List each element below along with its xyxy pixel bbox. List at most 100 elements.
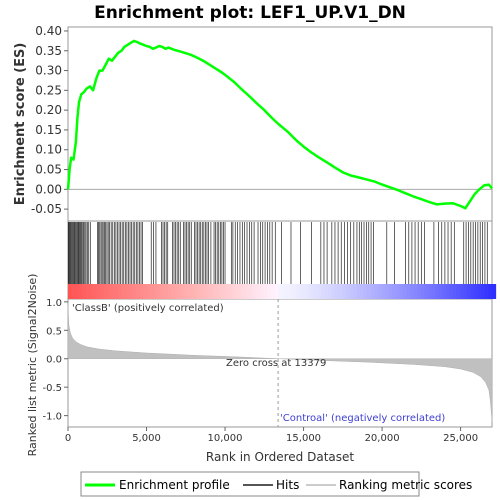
es-y-tick-label: 0.15 [35,123,62,137]
es-curve-layer [66,39,493,210]
heat-cell [192,284,197,299]
heat-cell [431,284,436,299]
x-tick-label: 5,000 [132,433,161,444]
negative-class-label: 'Controal' (negatively correlated) [280,413,445,424]
heat-cell [477,284,482,299]
heat-cell [185,284,190,299]
heat-cell [449,284,454,299]
heat-cell [427,284,432,299]
heat-cell [235,284,240,299]
heat-cell [488,284,493,299]
heat-cell [410,284,415,299]
heat-cell [242,284,247,299]
heat-cell [110,284,115,299]
x-axis: 0 5,000 10,000 15,000 20,000 25,000 [65,427,478,444]
metric-area [67,304,493,422]
heat-cell [199,284,204,299]
heat-cell [356,284,361,299]
heat-cell [78,284,83,299]
heat-cell [278,284,283,299]
heat-cell [96,284,101,299]
heat-cell [363,284,368,299]
heat-cell [149,284,155,299]
heat-cell [71,284,76,299]
heat-cell [292,284,297,299]
heat-cell [392,284,397,299]
heat-cell [171,284,176,299]
heat-cell [299,284,304,299]
heat-cell [107,284,112,299]
hits-layer [67,222,488,284]
heat-cell [117,284,123,299]
heat-cell [353,284,358,299]
heat-cell [442,284,447,299]
heat-cell [367,284,372,299]
heat-cell [381,284,386,299]
heat-cell [196,284,201,299]
heat-cell [481,284,486,299]
heat-cell [82,284,87,299]
heat-cell [253,284,258,299]
heat-cell [395,284,400,299]
x-tick-label: 10,000 [208,433,243,444]
x-tick-label: 15,000 [286,433,321,444]
heat-cell [424,284,429,299]
heat-cell [463,284,468,299]
heat-cell [263,284,269,299]
heat-cell [125,284,130,299]
heat-cell [167,284,172,299]
heat-cell [92,284,98,299]
metric-y-tick-label: -1.0 [42,412,62,423]
heat-cell [360,284,365,299]
heat-cell [342,284,347,299]
es-y-tick-label: 0.30 [35,64,62,78]
heat-cell [399,284,404,299]
heat-cell [374,284,379,299]
heat-cell [456,284,461,299]
legend-label-metric: Ranking metric scores [339,478,472,492]
heat-cell [228,284,233,299]
heat-cell [164,284,169,299]
es-y-tick-label: 0.00 [35,182,62,196]
heat-cell [388,284,393,299]
metric-y-tick-label: 0.5 [46,326,62,337]
heat-cell [310,284,315,299]
heat-cell [239,284,244,299]
heat-cell [121,284,126,299]
heat-cell [132,284,137,299]
x-tick-label: 20,000 [365,433,400,444]
rank-heat-bar [68,284,497,299]
heat-cell [467,284,472,299]
legend-label-profile: Enrichment profile [119,478,230,492]
heat-cell [231,284,237,299]
heat-cell [320,284,326,299]
heat-cell [249,284,254,299]
heat-cell [100,284,105,299]
chart-title: Enrichment plot: LEF1_UP.V1_DN [94,3,406,23]
heat-cell [68,284,73,299]
heat-cell [338,284,343,299]
metric-y-tick-label: 1.0 [46,298,62,309]
metric-layer [67,299,493,427]
heat-cell [153,284,158,299]
metric-axis: 1.0 0.5 0.0 -0.5 -1.0 [42,298,68,423]
heat-cell [306,284,311,299]
heat-cell [89,284,94,299]
heat-cell [452,284,457,299]
heat-cell [206,284,212,299]
zero-cross-label: Zero cross at 13379 [226,358,326,369]
heat-cell [271,284,276,299]
x-axis-label: Rank in Ordered Dataset [206,450,354,464]
heat-cell [417,284,422,299]
heat-cell [178,284,183,299]
heat-cell [402,284,408,299]
es-y-tick-label: 0.40 [35,24,62,38]
heat-cell [303,284,308,299]
heat-cell [413,284,418,299]
heat-cell [85,284,90,299]
heat-cell [296,284,301,299]
heat-cell [189,284,194,299]
heat-cell [267,284,272,299]
heat-cell [103,284,108,299]
heat-cell [335,284,340,299]
